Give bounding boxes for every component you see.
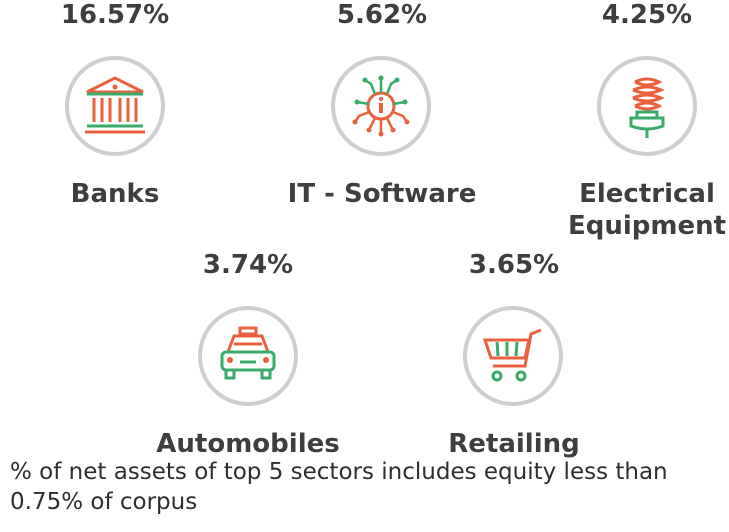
automobiles-label: Automobiles	[156, 429, 340, 459]
electrical-equipment-icon-circle	[597, 56, 697, 156]
banks-label: Banks	[70, 179, 160, 209]
banks-percent: 16.57%	[60, 0, 170, 30]
electrical-equipment-label-text: Electrical Equipment	[567, 179, 727, 241]
bank-icon	[85, 76, 145, 134]
it-software-icon-circle	[331, 56, 431, 156]
automobiles-icon-circle	[198, 306, 298, 406]
chip-icon	[352, 75, 410, 137]
it-software-label: IT - Software	[287, 179, 477, 209]
retailing-icon-circle	[463, 306, 563, 406]
electrical-equipment-label: Electrical Equipment	[568, 178, 726, 242]
retailing-percent: 3.65%	[468, 250, 560, 280]
shopping-cart-icon	[482, 328, 542, 382]
electrical-equipment-percent: 4.25%	[601, 0, 693, 30]
footnote: % of net assets of top 5 sectors include…	[10, 459, 668, 515]
automobiles-percent: 3.74%	[202, 250, 294, 280]
lightbulb-icon	[629, 77, 665, 138]
retailing-label: Retailing	[448, 429, 580, 459]
it-software-percent: 5.62%	[336, 0, 428, 30]
banks-icon-circle	[65, 56, 165, 156]
car-icon	[220, 326, 276, 380]
